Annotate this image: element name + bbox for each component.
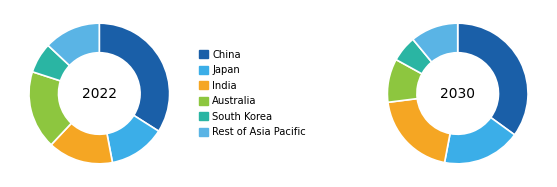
Wedge shape [48, 23, 99, 66]
Wedge shape [388, 60, 422, 102]
Text: 2022: 2022 [82, 87, 117, 100]
Wedge shape [99, 23, 169, 131]
Wedge shape [413, 23, 458, 62]
Wedge shape [396, 39, 432, 74]
Wedge shape [107, 115, 159, 163]
Legend: China, Japan, India, Australia, South Korea, Rest of Asia Pacific: China, Japan, India, Australia, South Ko… [199, 50, 306, 137]
Wedge shape [32, 45, 70, 81]
Text: 2030: 2030 [440, 87, 475, 100]
Wedge shape [458, 23, 528, 135]
Wedge shape [444, 117, 515, 164]
Wedge shape [51, 123, 113, 164]
Wedge shape [388, 99, 450, 163]
Wedge shape [29, 72, 71, 145]
